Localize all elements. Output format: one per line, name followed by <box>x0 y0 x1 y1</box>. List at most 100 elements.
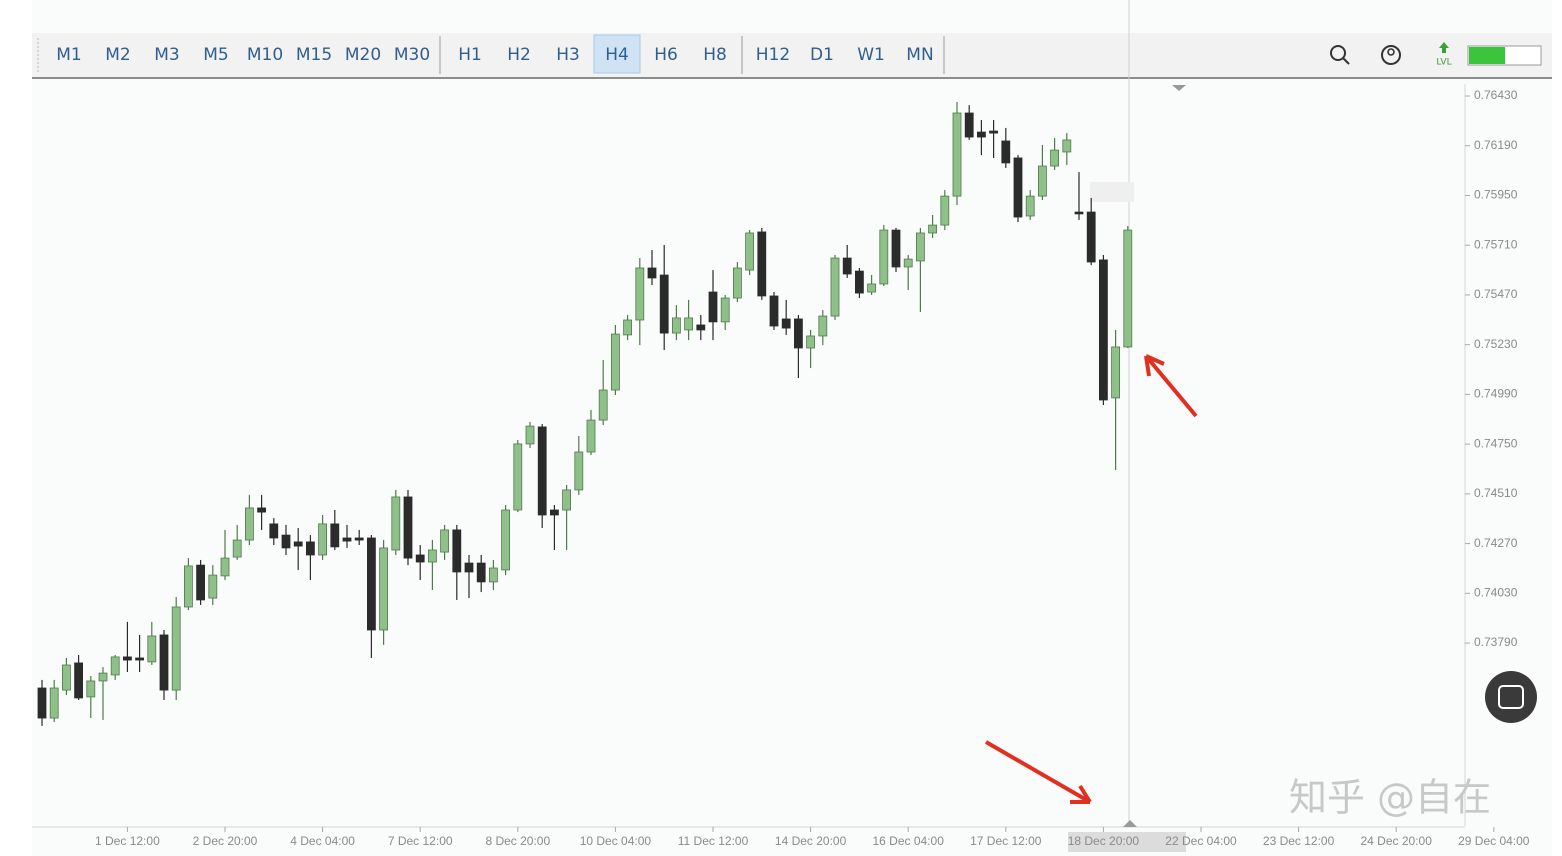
x-tick-label: 14 Dec 20:00 <box>775 834 847 848</box>
candle-body <box>464 562 474 573</box>
timeframe-active <box>593 34 641 74</box>
search-icon[interactable] <box>1330 45 1350 65</box>
candle-body <box>49 687 59 719</box>
y-tick-label: 0.74750 <box>1474 436 1518 450</box>
candle-body <box>318 523 328 556</box>
marker <box>1123 820 1137 827</box>
x-tick-label: 22 Dec 04:00 <box>1165 834 1237 848</box>
toolbar <box>32 33 1552 77</box>
account-glyph <box>1381 45 1401 65</box>
y-tick-label: 0.76430 <box>1474 88 1518 102</box>
timeframe-button[interactable]: M2 <box>105 45 130 65</box>
candle-body <box>244 507 254 541</box>
candle-body <box>501 509 511 571</box>
candle-body <box>281 534 291 549</box>
candle-body <box>1062 139 1072 153</box>
candle-body <box>806 335 815 349</box>
candle-body <box>74 662 83 699</box>
timeframe-button[interactable]: MN <box>906 45 933 65</box>
candle-body <box>342 537 352 542</box>
candle-body <box>208 574 218 599</box>
timeframe-button[interactable]: M3 <box>154 45 179 65</box>
timeframe-button[interactable]: H3 <box>556 45 580 65</box>
candle-body <box>964 112 974 138</box>
candle-body <box>330 523 340 548</box>
candle-body <box>476 562 486 583</box>
y-tick-label: 0.73790 <box>1474 635 1518 649</box>
candle-body <box>171 606 181 691</box>
candle-body <box>977 131 986 138</box>
candle-body <box>427 549 437 563</box>
annotation-arrow <box>1144 354 1198 418</box>
candle-body <box>391 496 401 551</box>
crosshair-box <box>1090 182 1134 202</box>
candle-body <box>659 274 669 334</box>
candle-body <box>769 295 779 327</box>
timeframe-button[interactable]: W1 <box>857 45 885 65</box>
candle-body <box>86 680 96 698</box>
candle-body <box>672 317 681 334</box>
candle-body <box>366 537 376 631</box>
level-label[interactable]: LVL <box>1436 58 1451 68</box>
y-tick-label: 0.74510 <box>1474 486 1518 500</box>
y-tick-label: 0.75470 <box>1474 287 1518 301</box>
timeframe-button[interactable]: M30 <box>394 45 430 65</box>
y-tick-label: 0.74270 <box>1474 536 1518 550</box>
x-tick-label: 1 Dec 12:00 <box>95 834 160 848</box>
candle-body <box>196 564 206 601</box>
candle-body <box>842 257 852 275</box>
y-tick-label: 0.75950 <box>1474 188 1518 202</box>
floating-button[interactable] <box>1485 671 1537 723</box>
timeframe-button[interactable]: H4 <box>605 45 629 65</box>
timeframe-button[interactable]: M5 <box>203 45 228 65</box>
timeframe-button[interactable]: M10 <box>247 45 283 65</box>
marker <box>1172 85 1186 91</box>
y-tick-label: 0.74990 <box>1474 387 1518 401</box>
candle-body <box>733 267 742 299</box>
candle-body <box>452 529 462 573</box>
account-icon[interactable] <box>1381 45 1401 65</box>
timeframe-button[interactable]: M20 <box>345 45 381 65</box>
timeframe-button[interactable]: M15 <box>296 45 332 65</box>
candle-body <box>269 523 279 539</box>
candle-body <box>611 333 620 391</box>
watermark: 知乎 @自在 <box>1289 776 1491 820</box>
x-tick-label: 4 Dec 04:00 <box>290 834 355 848</box>
account-glyph <box>1387 48 1395 56</box>
timeframe-button[interactable]: D1 <box>810 45 834 65</box>
timeframe-button[interactable]: H8 <box>703 45 727 65</box>
candle-body <box>403 496 413 559</box>
candle-body <box>354 537 364 541</box>
candle-body <box>940 195 950 226</box>
candle-body <box>562 489 571 511</box>
y-tick-label: 0.74030 <box>1474 585 1518 599</box>
candle-body <box>1013 157 1023 218</box>
candle-body <box>623 319 632 336</box>
timeframe-button[interactable]: H12 <box>756 45 790 65</box>
x-tick-label: 10 Dec 04:00 <box>580 834 652 848</box>
candle-body <box>183 565 193 608</box>
candle-body <box>598 389 608 421</box>
candle-body <box>525 425 535 445</box>
candle-body <box>232 539 242 558</box>
candle-body <box>159 634 169 691</box>
x-tick-label: 2 Dec 20:00 <box>193 834 258 848</box>
candle-body <box>220 557 230 577</box>
candle-body <box>867 283 876 293</box>
candle-body <box>586 419 596 453</box>
candle-body <box>257 507 267 513</box>
annotation-arrow <box>985 740 1092 804</box>
candle-body <box>781 318 791 329</box>
candle-body <box>1001 140 1011 164</box>
candle-body <box>1123 229 1133 348</box>
candle-body <box>305 541 315 556</box>
candle-body <box>62 664 71 691</box>
timeframe-button[interactable]: H1 <box>458 45 482 65</box>
timeframe-button[interactable]: M1 <box>56 45 81 65</box>
timeframe-button[interactable]: H6 <box>654 45 678 65</box>
candle-body <box>440 529 450 553</box>
timeframe-button[interactable]: H2 <box>507 45 531 65</box>
candle-body <box>135 657 145 661</box>
x-tick-label: 17 Dec 12:00 <box>970 834 1042 848</box>
